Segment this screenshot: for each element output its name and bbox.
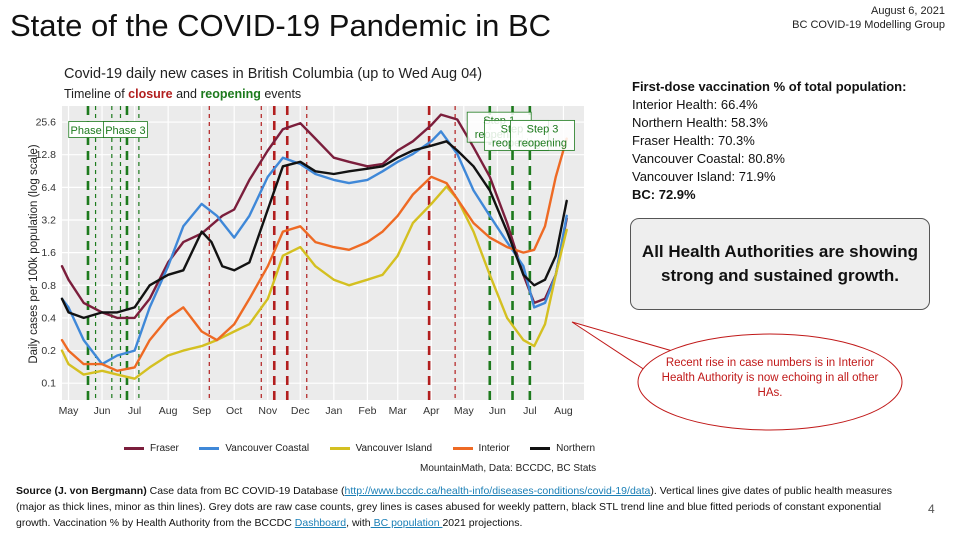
subtitle-part: and bbox=[172, 87, 201, 101]
vaccination-row: Fraser Health: 70.3% bbox=[632, 133, 755, 148]
callout-text: All Health Authorities are showing stron… bbox=[641, 242, 919, 285]
vaccination-header: First-dose vaccination % of total popula… bbox=[632, 79, 907, 94]
vaccination-row: Northern Health: 58.3% bbox=[632, 115, 768, 130]
x-tick-label: Nov bbox=[258, 405, 277, 417]
vaccination-row: Vancouver Island: 71.9% bbox=[632, 169, 776, 184]
x-tick-label: Mar bbox=[389, 405, 408, 417]
y-axis-label: Daily cases per 100k population (log sca… bbox=[28, 144, 40, 364]
chart-credit: MountainMath, Data: BCCDC, BC Stats bbox=[420, 463, 597, 474]
x-tick-label: Jun bbox=[489, 405, 506, 417]
x-tick-label: Feb bbox=[358, 405, 376, 417]
slide-title: State of the COVID-19 Pandemic in BC bbox=[10, 8, 552, 43]
source-text: 2021 projections. bbox=[442, 517, 523, 529]
source-lead: Source (J. von Bergmann) bbox=[16, 485, 147, 497]
vaccination-panel: First-dose vaccination % of total popula… bbox=[632, 78, 906, 204]
y-tick-label: 0.8 bbox=[41, 280, 56, 292]
x-tick-label: Jul bbox=[523, 405, 536, 417]
y-tick-label: 0.4 bbox=[41, 312, 56, 324]
vaccination-row: Vancouver Coastal: 80.8% bbox=[632, 151, 785, 166]
callout-box: All Health Authorities are showing stron… bbox=[630, 218, 930, 310]
step-label-sub: reopening bbox=[518, 137, 567, 149]
legend-item-fraser: Fraser bbox=[124, 443, 179, 454]
legend-swatch bbox=[452, 447, 473, 450]
step-label-box bbox=[510, 119, 575, 151]
series-line-vancouver-island bbox=[60, 185, 568, 380]
header-group: BC COVID-19 Modelling Group bbox=[792, 19, 945, 31]
series-line-fraser bbox=[60, 113, 568, 320]
chart-subtitle: Timeline of closure and reopening events bbox=[64, 87, 301, 101]
x-tick-label: Dec bbox=[291, 405, 310, 417]
x-tick-label: May bbox=[59, 405, 80, 417]
bc-population-link[interactable]: BC population bbox=[370, 517, 443, 529]
speech-bubble-text: Recent rise in case numbers is in Interi… bbox=[661, 357, 879, 399]
legend-label: Vancouver Island bbox=[355, 443, 433, 454]
legend-item-vancouver-coastal: Vancouver Coastal bbox=[199, 443, 309, 454]
legend-label: Fraser bbox=[150, 443, 179, 454]
x-tick-label: May bbox=[454, 405, 475, 417]
subtitle-reopening: reopening bbox=[200, 87, 261, 101]
x-tick-label: Oct bbox=[226, 405, 242, 417]
legend-label: Interior bbox=[478, 443, 510, 454]
series-line-interior bbox=[60, 137, 568, 372]
source-note: Source (J. von Bergmann) Case data from … bbox=[16, 483, 906, 531]
x-tick-label: Apr bbox=[423, 405, 440, 417]
phase-label-box bbox=[103, 121, 148, 138]
vaccination-row: Interior Health: 66.4% bbox=[632, 97, 758, 112]
dashboard-link[interactable]: Dashboard bbox=[294, 517, 347, 529]
x-tick-label: Sep bbox=[192, 405, 211, 417]
bccdc-data-link[interactable]: http://www.bccdc.ca/health-info/diseases… bbox=[344, 485, 651, 497]
source-text: , with bbox=[346, 517, 371, 529]
series-line-northern bbox=[60, 140, 568, 320]
legend-label: Northern bbox=[556, 443, 596, 454]
y-tick-label: 12.8 bbox=[36, 149, 57, 161]
y-tick-label: 1.6 bbox=[41, 247, 56, 259]
x-tick-label: Aug bbox=[554, 405, 573, 417]
phase-label: Phase 2 bbox=[71, 125, 111, 137]
subtitle-part: events bbox=[260, 87, 302, 101]
chart-legend: Fraser Vancouver Coastal Vancouver Islan… bbox=[124, 437, 611, 455]
source-text: ). Vertical lines give dates of public h… bbox=[16, 485, 893, 529]
legend-label: Vancouver Coastal bbox=[225, 443, 310, 454]
header-meta: August 6, 2021 BC COVID-19 Modelling Gro… bbox=[792, 4, 945, 32]
header-date: August 6, 2021 bbox=[870, 5, 945, 17]
subtitle-closure: closure bbox=[128, 87, 173, 101]
speech-bubble-join bbox=[647, 351, 677, 373]
legend-item-vancouver-island: Vancouver Island bbox=[329, 443, 433, 454]
phase-label: Phase 3 bbox=[105, 125, 145, 137]
legend-swatch bbox=[530, 447, 551, 450]
step-label: Step 3 bbox=[527, 123, 559, 135]
legend-swatch bbox=[124, 447, 144, 450]
legend-item-interior: Interior bbox=[452, 443, 510, 454]
chart-title: Covid-19 daily new cases in British Colu… bbox=[64, 66, 483, 82]
series-line-vancouver-coastal bbox=[60, 130, 568, 366]
subtitle-part: Timeline of bbox=[64, 87, 129, 101]
x-tick-label: Aug bbox=[159, 405, 178, 417]
legend-swatch bbox=[199, 447, 220, 450]
x-tick-label: Jun bbox=[94, 405, 111, 417]
y-tick-label: 3.2 bbox=[41, 214, 56, 226]
legend-swatch bbox=[329, 447, 350, 450]
page-number: 4 bbox=[928, 502, 935, 516]
x-tick-label: Jul bbox=[128, 405, 141, 417]
y-tick-label: 0.1 bbox=[41, 378, 56, 390]
legend-item-northern: Northern bbox=[530, 443, 595, 454]
vaccination-total: BC: 72.9% bbox=[632, 187, 696, 202]
y-tick-label: 0.2 bbox=[41, 345, 56, 357]
y-tick-label: 25.6 bbox=[36, 117, 57, 129]
y-tick-label: 6.4 bbox=[41, 182, 56, 194]
speech-bubble bbox=[637, 333, 903, 431]
x-tick-label: Jan bbox=[325, 405, 342, 417]
source-text: Case data from BC COVID-19 Database ( bbox=[146, 485, 345, 497]
